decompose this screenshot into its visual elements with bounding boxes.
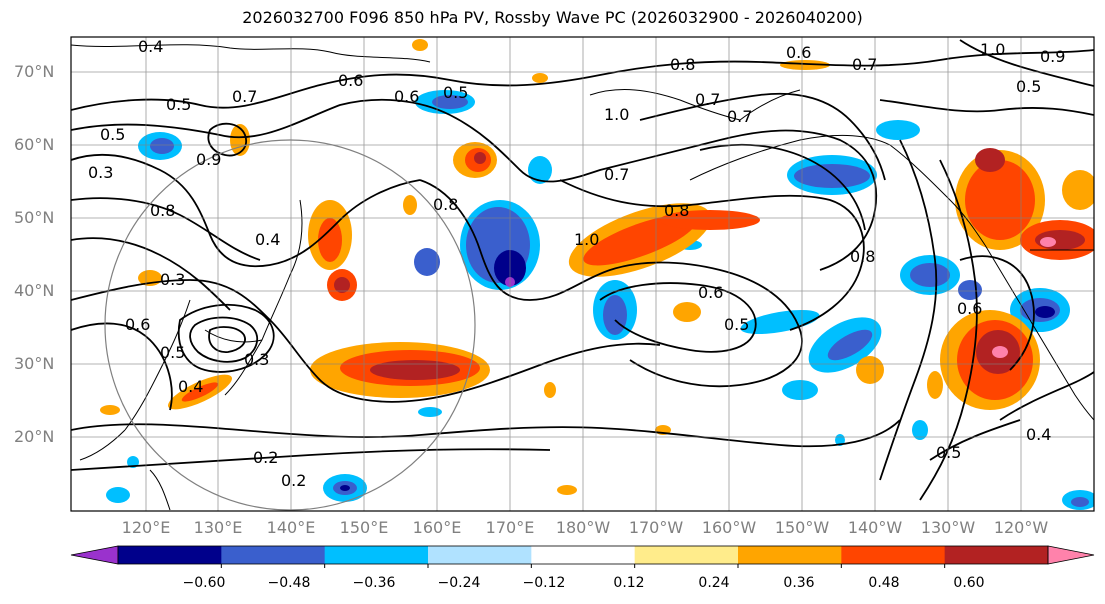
lat-label: 30°N: [14, 354, 55, 373]
contour-label: 1.0: [980, 40, 1005, 59]
colorbar-tick-label: 0.36: [783, 575, 815, 591]
colorbar-segment: [221, 546, 326, 564]
colorbar-segment: [944, 546, 1049, 564]
lon-label: 130°E: [193, 518, 243, 537]
contour-label: 0.4: [1026, 425, 1051, 444]
contour-labels: 0.4 0.5 0.7 0.5 0.3 0.9 0.8 0.4 0.3 0.6 …: [88, 37, 1065, 490]
contour-label: 0.3: [160, 270, 185, 289]
contour-label: 0.3: [244, 350, 269, 369]
contour-label: 0.7: [695, 90, 720, 109]
colorbar-outline: [117, 545, 1049, 565]
lon-label: 160°E: [412, 518, 462, 537]
contour-label: 0.4: [138, 37, 163, 56]
contour-label: 0.2: [253, 448, 278, 467]
contour-label: 1.0: [574, 230, 599, 249]
colorbar-segment: [324, 546, 429, 564]
contour-label: 0.3: [88, 163, 113, 182]
contour-label: 0.8: [670, 55, 695, 74]
contour-label: 0.8: [150, 201, 175, 220]
contour-label: 0.2: [281, 471, 306, 490]
colorbar-tick-label: −0.24: [437, 575, 481, 591]
contour-label: 0.5: [1016, 77, 1041, 96]
contour-label: 0.4: [178, 377, 203, 396]
colorbar-segment: [118, 546, 222, 564]
lon-label: 120°E: [121, 518, 171, 537]
contour-label: 0.4: [255, 230, 280, 249]
lon-label: 180°W: [555, 518, 611, 537]
contour-label: 0.6: [125, 315, 150, 334]
colorbar-segment: [531, 546, 636, 564]
colorbar-extend-min: [70, 545, 119, 565]
contour-label: 0.5: [160, 343, 185, 362]
reference-circle: [104, 139, 476, 511]
colorbar-tick-label: −0.36: [352, 575, 396, 591]
contour-label: 0.5: [936, 443, 961, 462]
contour-label: 0.7: [604, 165, 629, 184]
colorbar-tick-label: −0.12: [522, 575, 566, 591]
pv-contours: [71, 39, 1094, 501]
colorbar-tick-label: 0.48: [868, 575, 900, 591]
lon-label: 170°E: [485, 518, 535, 537]
map-content: 0.4 0.5 0.7 0.5 0.3 0.9 0.8 0.4 0.3 0.6 …: [71, 37, 1094, 511]
lon-label: 130°W: [920, 518, 976, 537]
colorbar-tick-label: 0.60: [953, 575, 985, 591]
contour-label: 0.8: [664, 201, 689, 220]
contour-label: 0.7: [232, 87, 257, 106]
lon-label: 120°W: [993, 518, 1049, 537]
lat-label: 50°N: [14, 208, 55, 227]
colorbar: [70, 545, 1095, 568]
contour-label: 0.8: [850, 247, 875, 266]
lat-label: 60°N: [14, 135, 55, 154]
colorbar-extend-max: [1047, 545, 1095, 565]
lon-label: 170°W: [628, 518, 684, 537]
contour-label: 0.6: [786, 43, 811, 62]
lon-label: 160°W: [701, 518, 757, 537]
colorbar-tick-label: −0.60: [182, 575, 226, 591]
contour-label: 1.0: [604, 105, 629, 124]
lon-label: 150°E: [339, 518, 389, 537]
lon-label: 150°W: [774, 518, 830, 537]
contour-label: 0.5: [166, 95, 191, 114]
colorbar-segment: [428, 546, 532, 564]
contour-label: 0.6: [394, 87, 419, 106]
contour-label: 0.6: [698, 283, 723, 302]
contour-label: 0.7: [852, 55, 877, 74]
colorbar-segment: [738, 546, 842, 564]
contour-label: 0.5: [100, 125, 125, 144]
contour-label: 0.7: [727, 107, 752, 126]
coastlines: [71, 44, 1094, 511]
contour-label: 0.8: [433, 195, 458, 214]
contour-label: 0.6: [957, 299, 982, 318]
contour-label: 0.6: [338, 71, 363, 90]
gridlines: [71, 37, 1094, 511]
lat-label: 20°N: [14, 427, 55, 446]
contour-label: 0.5: [724, 315, 749, 334]
lat-label: 40°N: [14, 281, 55, 300]
colorbar-segment: [841, 546, 946, 564]
contour-label: 0.5: [443, 83, 468, 102]
colorbar-tick-label: −0.48: [267, 575, 311, 591]
lat-label: 70°N: [14, 62, 55, 81]
map-title: 2026032700 F096 850 hPa PV, Rossby Wave …: [242, 8, 863, 27]
lon-label: 140°E: [266, 518, 316, 537]
contour-label: 0.9: [196, 150, 221, 169]
map-frame: [70, 36, 1095, 512]
colorbar-tick-label: 0.12: [613, 575, 645, 591]
colorbar-segment: [634, 546, 739, 564]
lon-label: 140°W: [847, 518, 903, 537]
contour-label: 0.9: [1040, 47, 1065, 66]
colorbar-tick-label: 0.24: [698, 575, 730, 591]
anomaly-shading: [100, 39, 1094, 510]
